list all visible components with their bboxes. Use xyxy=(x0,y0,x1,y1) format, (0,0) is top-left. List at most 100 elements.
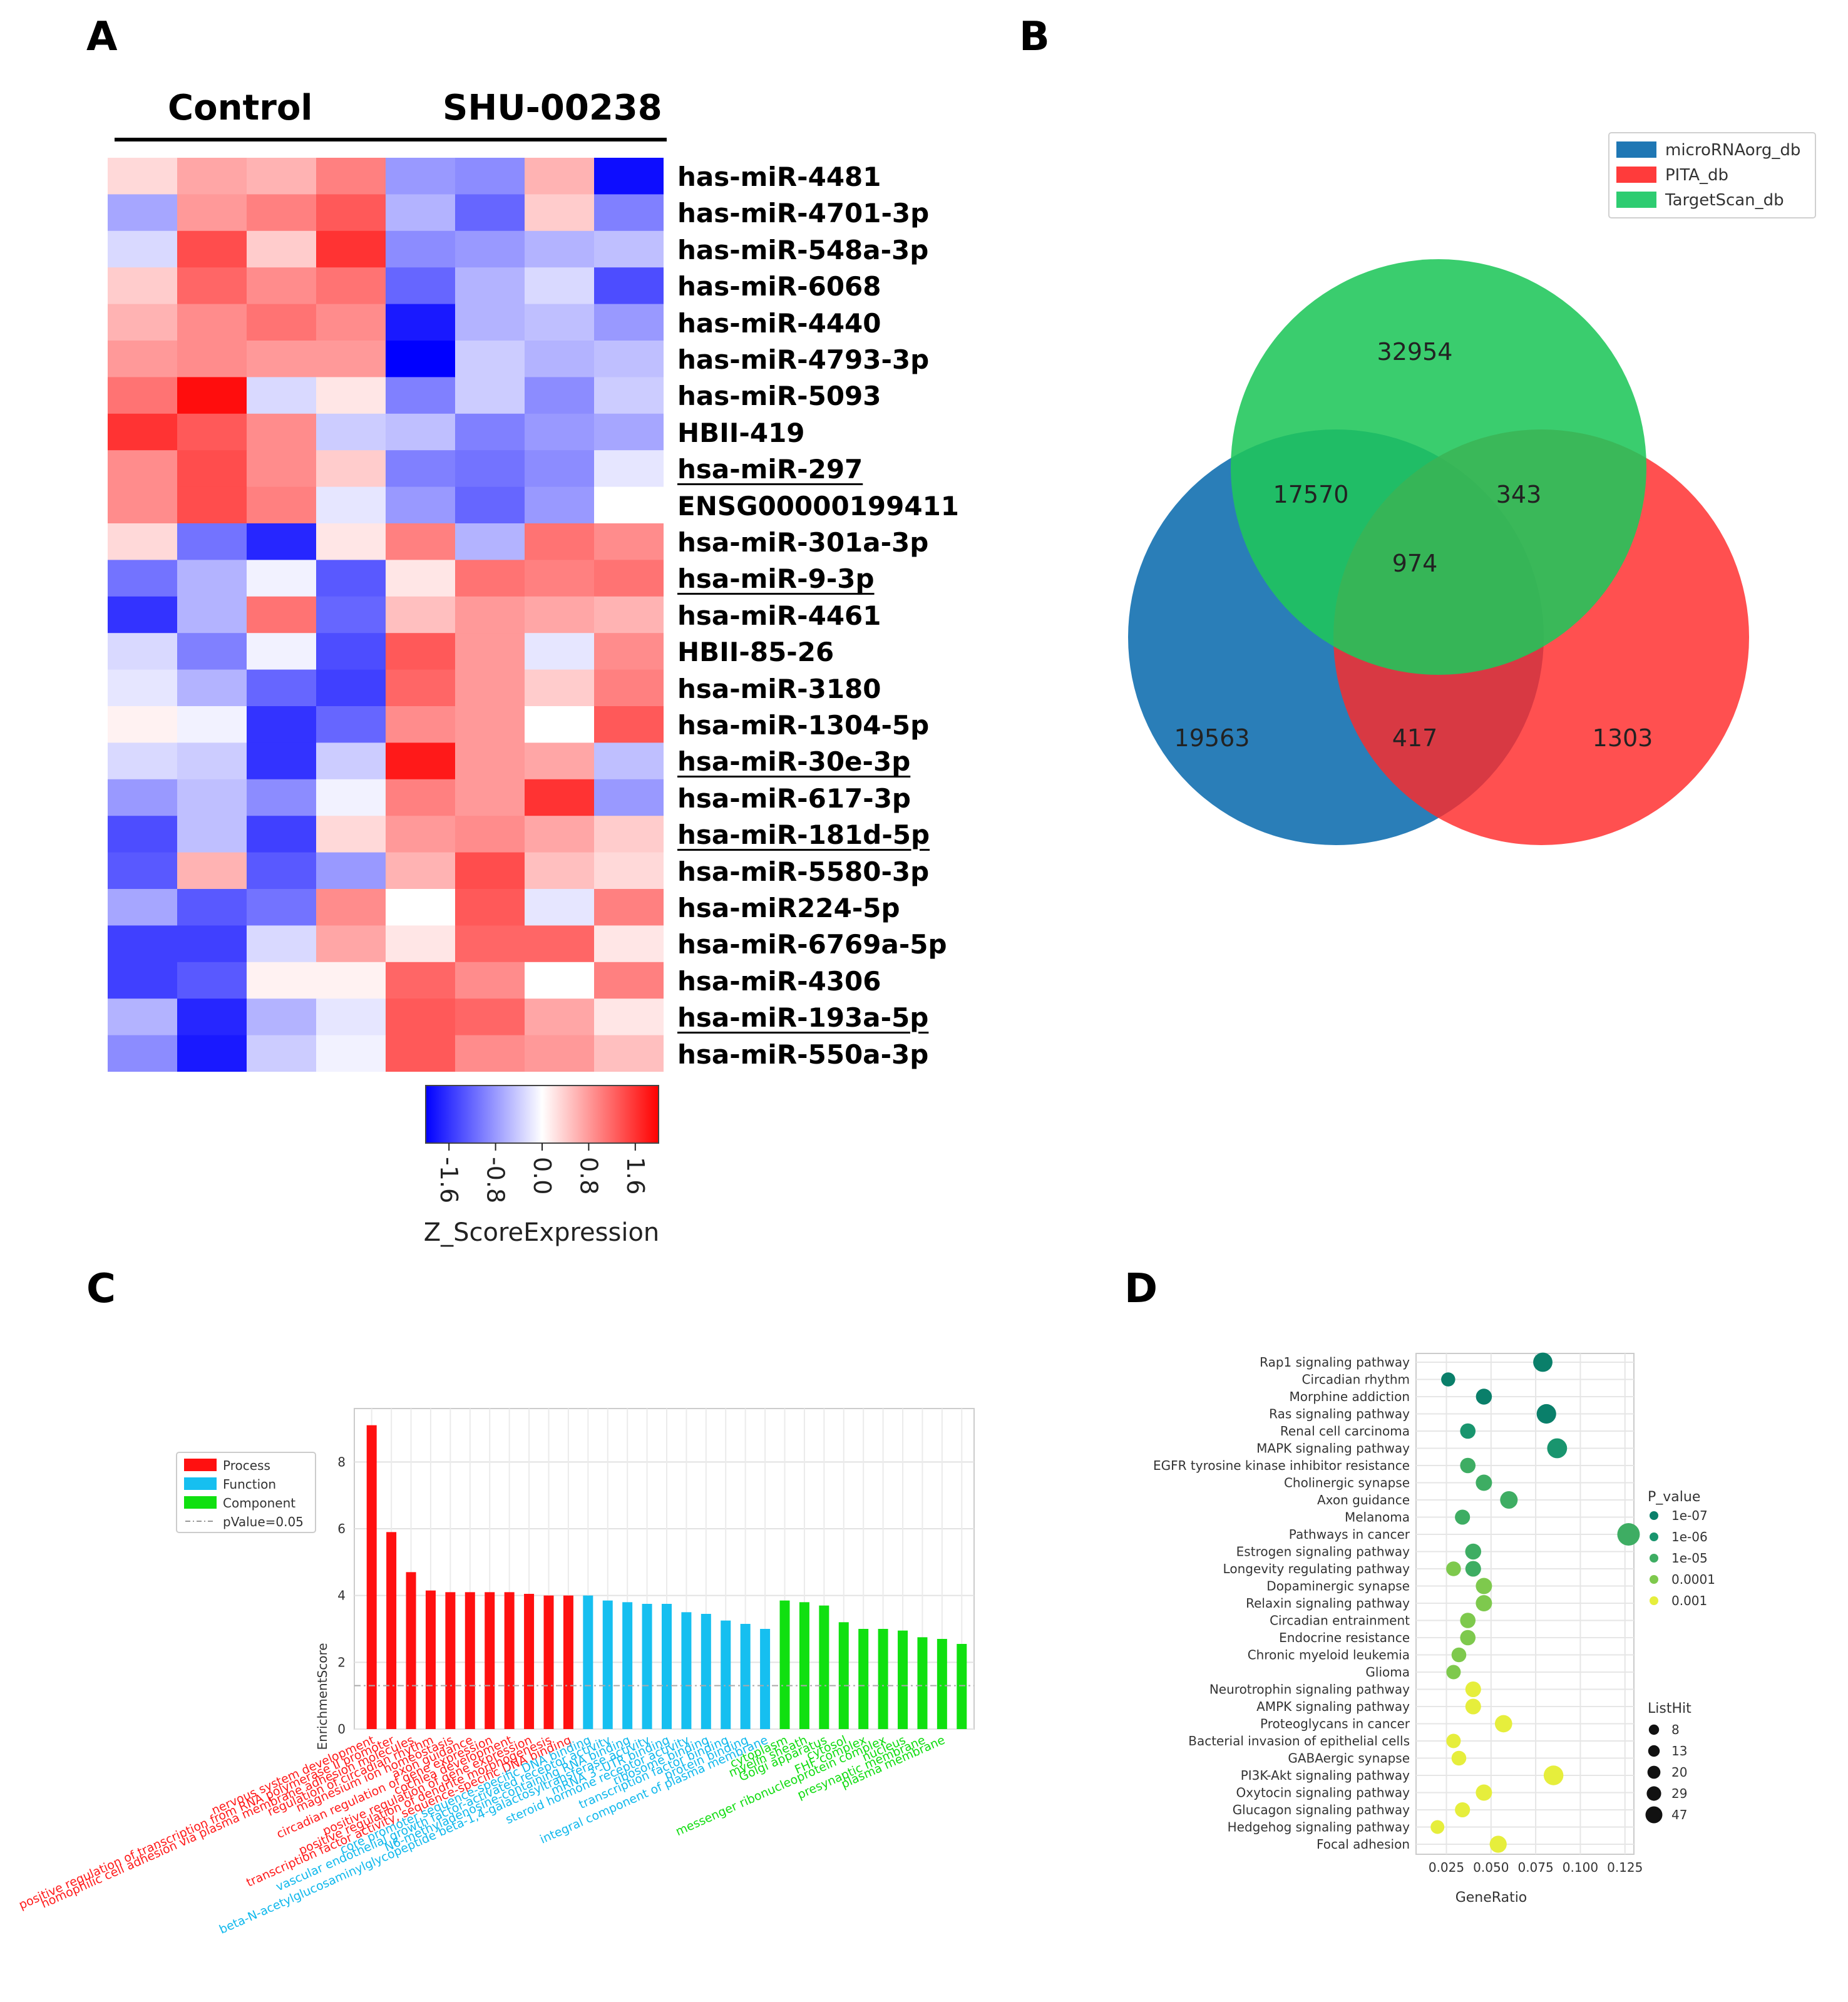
heatmap-cell xyxy=(455,889,525,926)
dot-pathway-label: Circadian rhythm xyxy=(1302,1372,1410,1387)
legend-swatch-microrna xyxy=(1616,141,1656,158)
heatmap-row-label: hsa-miR-4461 xyxy=(677,600,881,631)
heatmap-cell xyxy=(247,962,317,999)
heatmap-cell xyxy=(386,889,456,926)
enrichment-bar xyxy=(957,1644,967,1729)
heatmap-cell xyxy=(108,816,178,853)
dot-pathway-label: Estrogen signaling pathway xyxy=(1236,1544,1410,1559)
heatmap-cell xyxy=(177,816,247,853)
heatmap-cell xyxy=(594,560,664,597)
heatmap-row-label: hsa-miR224-5p xyxy=(677,893,900,923)
heatmap-cell xyxy=(177,889,247,926)
heatmap-cell xyxy=(525,486,595,524)
heatmap-cell xyxy=(594,486,664,524)
heatmap-cell xyxy=(108,742,178,780)
heatmap-cell xyxy=(108,998,178,1036)
heatmap-cell xyxy=(177,304,247,341)
dot-pathway-label: GABAergic synapse xyxy=(1288,1751,1410,1766)
heatmap-cell xyxy=(386,377,456,414)
heatmap-cell xyxy=(108,889,178,926)
heatmap-row-label: hsa-miR-30e-3p xyxy=(677,746,911,778)
enrichment-bar xyxy=(524,1594,535,1729)
pathway-dot xyxy=(1446,1561,1461,1576)
heatmap-row-label: hsa-miR-3180 xyxy=(677,673,881,704)
heatmap-cell xyxy=(594,341,664,377)
heatmap-cell xyxy=(455,230,525,268)
heatmap-cell xyxy=(386,925,456,963)
enrichment-bar xyxy=(504,1592,515,1729)
heatmap-cell xyxy=(247,998,317,1036)
heatmap-cell xyxy=(525,341,595,377)
heatmap-cell xyxy=(177,669,247,707)
enrichment-bar xyxy=(425,1590,436,1729)
heatmap-cell xyxy=(247,230,317,268)
heatmap-cell xyxy=(247,450,317,488)
enrichment-bar xyxy=(662,1604,672,1729)
heatmap-cell xyxy=(386,1035,456,1072)
dot-pathway-label: Endocrine resistance xyxy=(1279,1630,1410,1645)
pathway-dot xyxy=(1536,1404,1556,1424)
heatmap-cell xyxy=(108,230,178,268)
pathway-dot xyxy=(1460,1630,1476,1646)
heatmap-cell xyxy=(594,779,664,816)
heatmap-cell xyxy=(108,158,178,195)
enrichment-bar xyxy=(366,1425,377,1729)
heatmap-cell xyxy=(455,486,525,524)
legend-label-function: Function xyxy=(223,1477,276,1492)
dot-pathway-label: Axon guidance xyxy=(1317,1492,1410,1507)
heatmap-cell xyxy=(525,450,595,488)
heatmap-cell xyxy=(108,341,178,377)
pathway-dot xyxy=(1430,1820,1445,1834)
pathway-dot xyxy=(1476,1578,1492,1594)
heatmap-cell xyxy=(386,852,456,890)
heatmap-cell xyxy=(316,341,386,377)
heatmap-cell xyxy=(247,377,317,414)
venn-legend: microRNAorg_db PITA_db TargetScan_db xyxy=(1608,132,1816,218)
heatmap-row-label: hsa-miR-617-3p xyxy=(677,783,911,814)
legend-title-pvalue: P_value xyxy=(1648,1489,1700,1505)
venn-count-target-only: 32954 xyxy=(1377,338,1453,366)
heatmap-cell xyxy=(525,962,595,999)
group-line-control xyxy=(115,138,390,141)
group-line-treatment xyxy=(390,138,667,141)
pathway-dot xyxy=(1547,1438,1568,1459)
pathway-dot xyxy=(1446,1665,1461,1680)
legend-label-listhit: 47 xyxy=(1671,1807,1687,1822)
dot-pathway-label: Dopaminergic synapse xyxy=(1266,1579,1410,1594)
heatmap-cell xyxy=(108,925,178,963)
pathway-dot xyxy=(1465,1698,1481,1715)
heatmap-cell xyxy=(316,450,386,488)
heatmap-cell xyxy=(177,962,247,999)
heatmap-cell xyxy=(386,413,456,451)
pathway-dot xyxy=(1465,1543,1482,1560)
enrichment-bar xyxy=(543,1595,554,1729)
heatmap-cell xyxy=(455,633,525,670)
heatmap-cell xyxy=(177,706,247,743)
pathway-dot xyxy=(1446,1733,1461,1748)
dot-xtick-label: 0.100 xyxy=(1563,1860,1598,1875)
heatmap-cell xyxy=(386,998,456,1036)
heatmap-cell xyxy=(594,962,664,999)
enrichment-bar xyxy=(740,1624,751,1729)
venn-count-micro-target: 17570 xyxy=(1273,481,1349,508)
dot-pathway-label: Oxytocin signaling pathway xyxy=(1236,1785,1410,1800)
heatmap-cell xyxy=(247,779,317,816)
heatmap-cell xyxy=(455,377,525,414)
heatmap-row-label: has-miR-4701-3p xyxy=(677,198,930,229)
enrichment-bar xyxy=(878,1629,888,1729)
heatmap-row-label: HBII-85-26 xyxy=(677,637,834,668)
bar-ytick-label: 8 xyxy=(337,1454,346,1469)
heatmap-cell xyxy=(247,304,317,341)
heatmap-grid xyxy=(108,158,664,1072)
dot-pathway-label: MAPK signaling pathway xyxy=(1256,1441,1410,1456)
dot-pathway-label: Glioma xyxy=(1365,1665,1410,1680)
heatmap-cell xyxy=(247,889,317,926)
heatmap-cell xyxy=(108,304,178,341)
heatmap-cell xyxy=(525,633,595,670)
heatmap-cell xyxy=(594,998,664,1036)
legend-swatch-listhit xyxy=(1645,1806,1663,1824)
colorbar-tick-label: 0.0 xyxy=(528,1157,556,1194)
heatmap-cell xyxy=(177,1035,247,1072)
heatmap-cell xyxy=(247,523,317,560)
pathway-dot xyxy=(1451,1647,1467,1663)
